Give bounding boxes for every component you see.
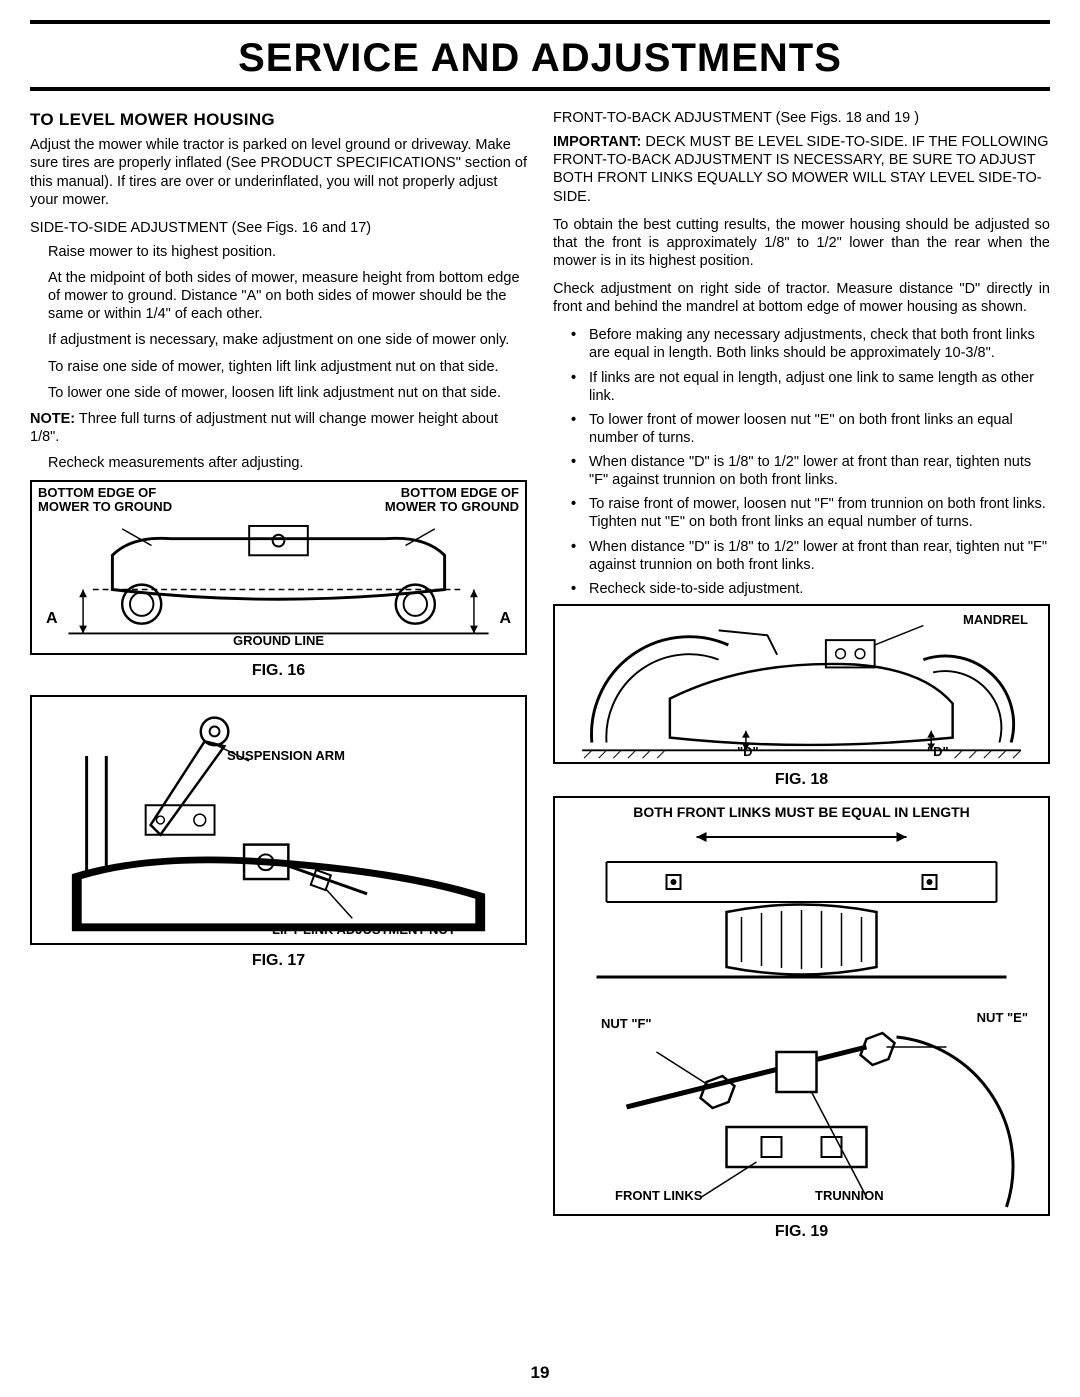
- bullet-1: If links are not equal in length, adjust…: [571, 369, 1050, 405]
- fig19-nutE: NUT "E": [977, 1010, 1028, 1026]
- fig18-svg: [555, 606, 1048, 762]
- left-intro: Adjust the mower while tractor is parked…: [30, 136, 527, 209]
- left-heading: TO LEVEL MOWER HOUSING: [30, 109, 527, 130]
- fig19-trunnion: TRUNNION: [815, 1188, 884, 1204]
- note: NOTE: Three full turns of adjustment nut…: [30, 410, 527, 446]
- bullet-4: To raise front of mower, loosen nut "F" …: [571, 495, 1050, 531]
- page-title: SERVICE AND ADJUSTMENTS: [30, 30, 1050, 87]
- important-label: IMPORTANT:: [553, 134, 641, 150]
- top-rule: [30, 20, 1050, 24]
- bullet-5: When distance "D" is 1/8" to 1/2" lower …: [571, 538, 1050, 574]
- step-0: Raise mower to its highest position.: [48, 243, 527, 261]
- right-p2: Check adjustment on right side of tracto…: [553, 280, 1050, 316]
- bullet-0: Before making any necessary adjustments,…: [571, 326, 1050, 362]
- fig19-nutF: NUT "F": [601, 1016, 652, 1032]
- fig16-ground: GROUND LINE: [32, 633, 525, 649]
- fig16-caption: FIG. 16: [30, 661, 527, 681]
- fig19-front-links: FRONT LINKS: [615, 1188, 702, 1204]
- fig18-D1: "D": [737, 744, 759, 760]
- note-text: Three full turns of adjustment nut will …: [30, 411, 498, 445]
- page-number: 19: [0, 1363, 1080, 1383]
- right-p1: To obtain the best cutting results, the …: [553, 216, 1050, 270]
- bullet-2: To lower front of mower loosen nut "E" o…: [571, 411, 1050, 447]
- right-column: FRONT-TO-BACK ADJUSTMENT (See Figs. 18 a…: [553, 109, 1050, 1242]
- fig18-D2: "D": [927, 744, 949, 760]
- fig17-svg: [32, 697, 525, 943]
- fig16-label-tl: BOTTOM EDGE OF MOWER TO GROUND: [38, 486, 178, 515]
- fig19-banner: BOTH FRONT LINKS MUST BE EQUAL IN LENGTH: [555, 798, 1048, 828]
- fig17-lift: LIFT LINK ADJUSTMENT NUT: [272, 923, 456, 937]
- fig17-box: SUSPENSION ARM LIFT LINK ADJUSTMENT NUT: [30, 695, 527, 945]
- fig18-caption: FIG. 18: [553, 770, 1050, 790]
- note-label: NOTE:: [30, 411, 75, 427]
- step-2: If adjustment is necessary, make adjustm…: [48, 331, 527, 349]
- fig18-box: MANDREL "D" "D": [553, 604, 1050, 764]
- mid-rule: [30, 87, 1050, 91]
- fig17-caption: FIG. 17: [30, 951, 527, 971]
- columns: TO LEVEL MOWER HOUSING Adjust the mower …: [30, 109, 1050, 1242]
- fig19-caption: FIG. 19: [553, 1222, 1050, 1242]
- recheck: Recheck measurements after adjusting.: [48, 454, 527, 472]
- fig18-mandrel: MANDREL: [963, 612, 1028, 628]
- bullet-6: Recheck side-to-side adjustment.: [571, 580, 1050, 598]
- fig16-A-left: A: [46, 609, 58, 629]
- step-4: To lower one side of mower, loosen lift …: [48, 384, 527, 402]
- front-head: FRONT-TO-BACK ADJUSTMENT (See Figs. 18 a…: [553, 109, 1050, 127]
- side-adjust-head: SIDE-TO-SIDE ADJUSTMENT (See Figs. 16 an…: [30, 219, 527, 237]
- important: IMPORTANT: DECK MUST BE LEVEL SIDE-TO-SI…: [553, 133, 1050, 206]
- fig19-box: BOTH FRONT LINKS MUST BE EQUAL IN LENGTH: [553, 796, 1050, 1216]
- fig17-susp: SUSPENSION ARM: [227, 749, 345, 763]
- step-1: At the midpoint of both sides of mower, …: [48, 269, 527, 323]
- fig16-box: BOTTOM EDGE OF MOWER TO GROUND BOTTOM ED…: [30, 480, 527, 655]
- left-column: TO LEVEL MOWER HOUSING Adjust the mower …: [30, 109, 527, 1242]
- fig16-label-tr: BOTTOM EDGE OF MOWER TO GROUND: [379, 486, 519, 515]
- right-bullets: Before making any necessary adjustments,…: [571, 326, 1050, 598]
- fig16-A-right: A: [499, 609, 511, 629]
- step-3: To raise one side of mower, tighten lift…: [48, 358, 527, 376]
- bullet-3: When distance "D" is 1/8" to 1/2" lower …: [571, 453, 1050, 489]
